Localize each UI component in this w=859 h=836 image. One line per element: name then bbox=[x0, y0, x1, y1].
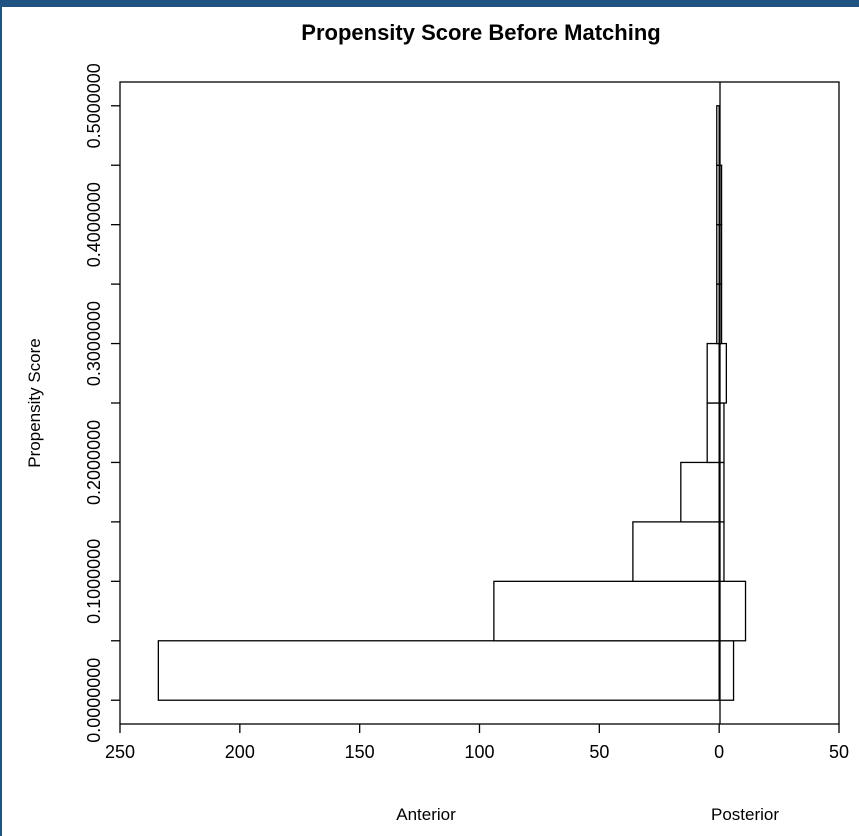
y-tick-label: 0.4000000 bbox=[84, 182, 104, 267]
window-top-bar bbox=[0, 0, 859, 7]
x-tick-label: 200 bbox=[225, 742, 255, 762]
group-label-posterior: Posterior bbox=[711, 805, 779, 824]
y-axis-label: Propensity Score bbox=[25, 338, 44, 467]
x-tick-label: 150 bbox=[345, 742, 375, 762]
group-label-anterior: Anterior bbox=[396, 805, 456, 824]
anterior-bar bbox=[680, 461, 720, 523]
x-tick-label: 100 bbox=[464, 742, 494, 762]
posterior-bar bbox=[718, 342, 728, 404]
posterior-bar bbox=[718, 580, 747, 642]
posterior-bar bbox=[718, 640, 735, 701]
x-tick-label: 250 bbox=[105, 742, 135, 762]
anterior-bar bbox=[493, 580, 720, 642]
anterior-bar bbox=[706, 342, 720, 404]
y-tick-label: 0.3000000 bbox=[84, 301, 104, 386]
x-tick-label: 50 bbox=[829, 742, 849, 762]
anterior-bar bbox=[706, 402, 720, 464]
x-axis: 250 200 150 100 50 0 50 bbox=[105, 724, 849, 762]
anterior-bar bbox=[716, 105, 720, 166]
y-tick-label: 0.2000000 bbox=[84, 420, 104, 505]
y-tick-label: 0.5000000 bbox=[84, 63, 104, 148]
y-tick-label: 0.0000000 bbox=[84, 658, 104, 743]
y-tick-label: 0.1000000 bbox=[84, 539, 104, 624]
anterior-bar bbox=[157, 640, 720, 701]
anterior-bars bbox=[157, 105, 720, 701]
y-axis: 0.0000000 0.1000000 0.2000000 0.3000000 0.40… bbox=[84, 63, 120, 743]
posterior-bars bbox=[718, 164, 747, 701]
anterior-bar bbox=[632, 521, 720, 582]
window-left-edge bbox=[0, 7, 2, 836]
x-tick-label: 0 bbox=[714, 742, 724, 762]
x-tick-label: 50 bbox=[589, 742, 609, 762]
chart-title: Propensity Score Before Matching bbox=[301, 20, 660, 45]
